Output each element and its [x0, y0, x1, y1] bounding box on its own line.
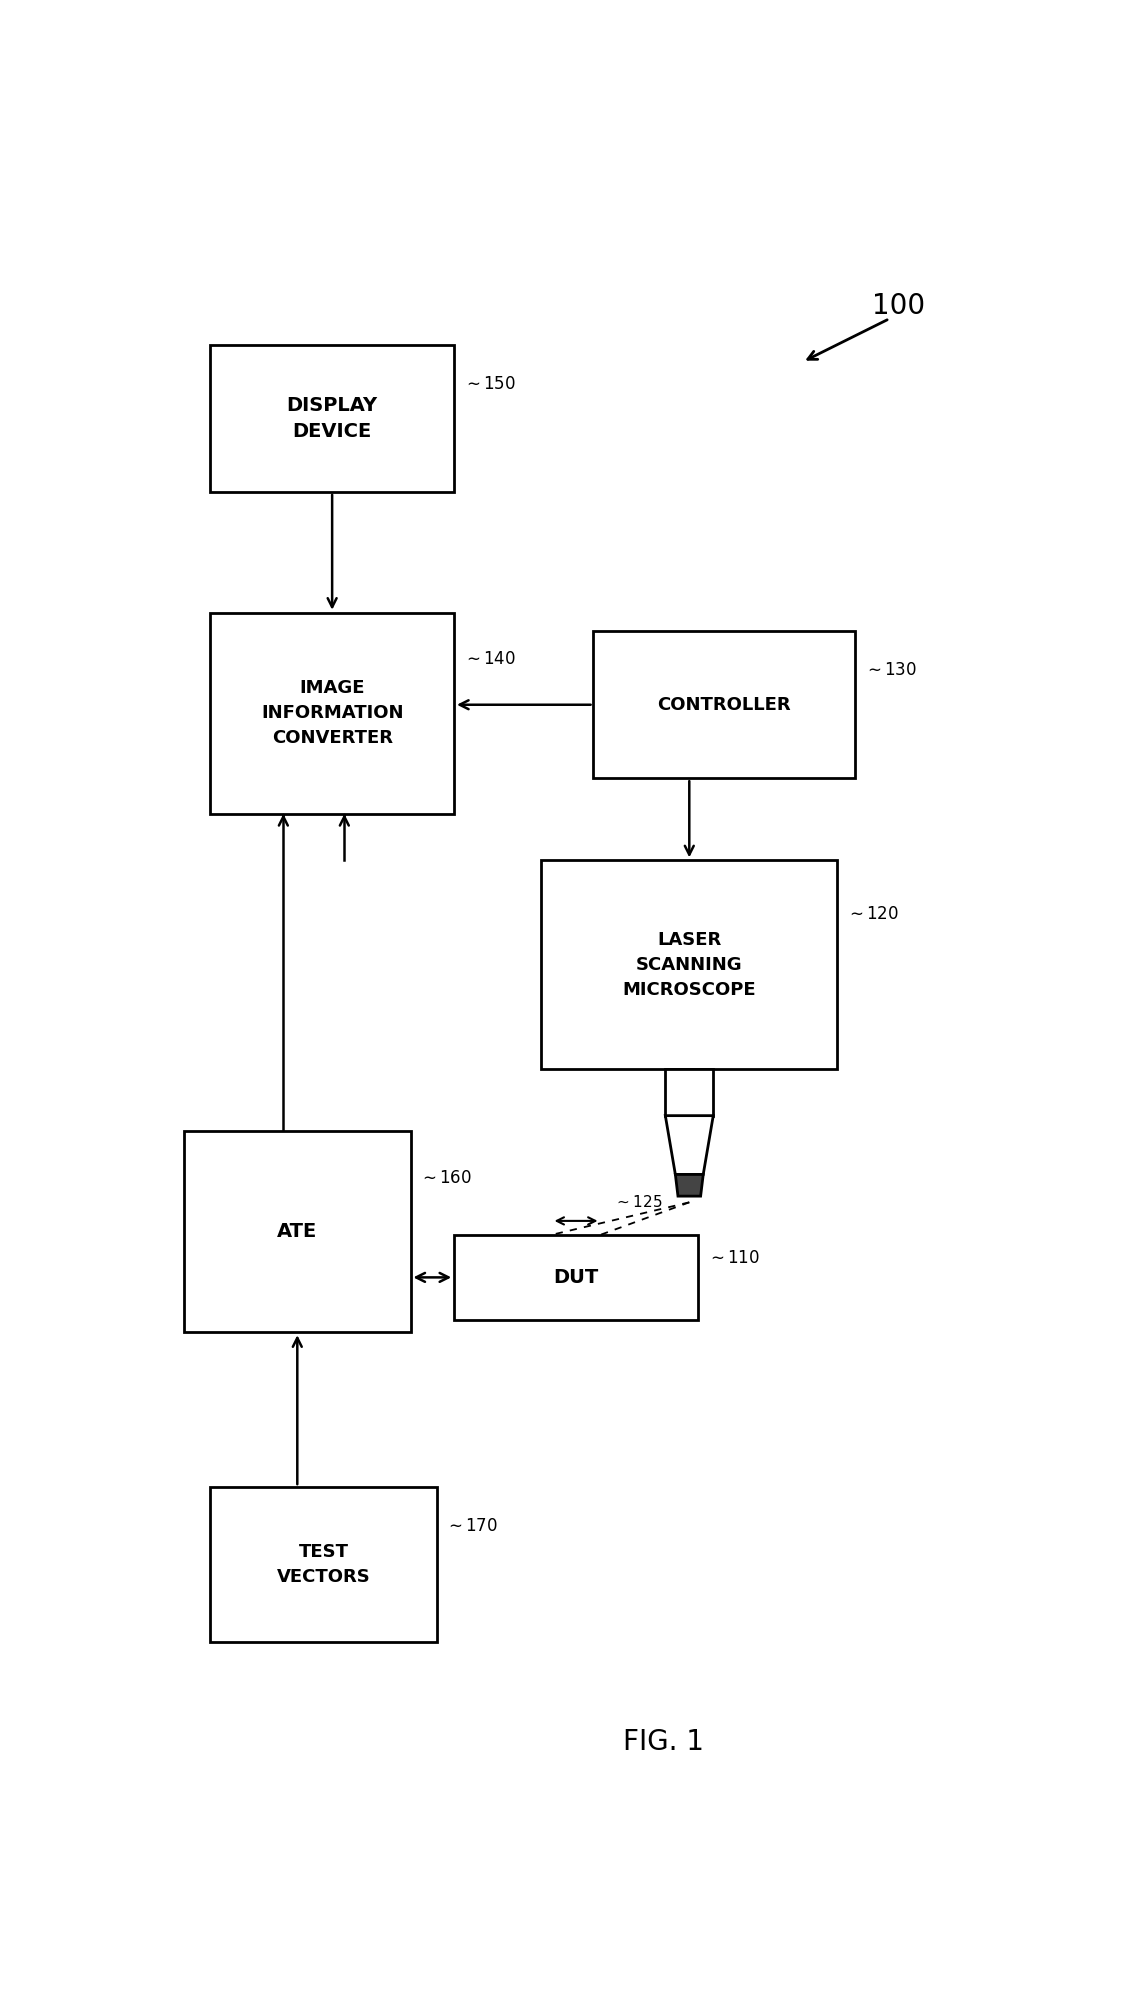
Text: $\sim$125: $\sim$125	[614, 1194, 662, 1210]
Text: ATE: ATE	[278, 1222, 317, 1242]
Text: $\sim$160: $\sim$160	[419, 1168, 472, 1186]
Text: LASER
SCANNING
MICROSCOPE: LASER SCANNING MICROSCOPE	[623, 931, 756, 999]
Text: DUT: DUT	[553, 1268, 599, 1286]
Text: $\sim$110: $\sim$110	[707, 1248, 760, 1266]
Text: DISPLAY
DEVICE: DISPLAY DEVICE	[287, 396, 378, 440]
Bar	[593, 631, 854, 778]
Text: $\sim$170: $\sim$170	[445, 1518, 498, 1536]
Text: 100: 100	[872, 291, 925, 320]
Text: FIG. 1: FIG. 1	[623, 1729, 704, 1757]
Text: $\sim$140: $\sim$140	[463, 649, 516, 667]
Bar	[542, 860, 837, 1069]
Text: CONTROLLER: CONTROLLER	[658, 695, 791, 714]
Polygon shape	[676, 1174, 704, 1196]
Text: $\sim$120: $\sim$120	[846, 904, 899, 923]
Bar	[665, 1069, 714, 1116]
Bar	[210, 613, 454, 814]
Bar	[210, 346, 454, 492]
Text: $\sim$130: $\sim$130	[863, 661, 916, 679]
Bar	[454, 1234, 698, 1321]
Polygon shape	[665, 1116, 714, 1174]
Text: TEST
VECTORS: TEST VECTORS	[277, 1544, 370, 1586]
Bar	[210, 1487, 436, 1642]
Bar	[184, 1132, 410, 1333]
Text: $\sim$150: $\sim$150	[463, 374, 516, 392]
Text: IMAGE
INFORMATION
CONVERTER: IMAGE INFORMATION CONVERTER	[261, 679, 404, 748]
